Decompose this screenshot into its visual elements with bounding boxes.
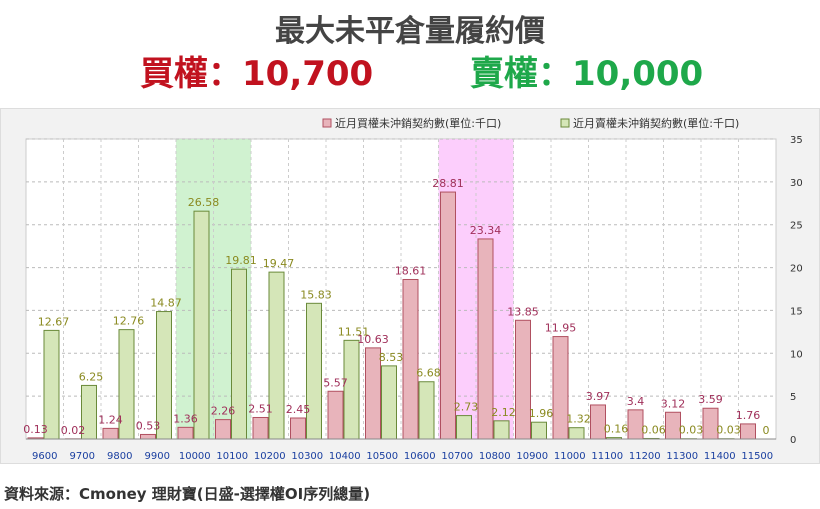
call-value-label: 13.85 — [507, 305, 539, 318]
put-value-label: 12.76 — [113, 315, 145, 328]
put-value-label: 6.68 — [416, 367, 441, 380]
call-value-label: 10.63 — [357, 333, 389, 346]
call-value-label: 0.02 — [61, 424, 86, 437]
call-value-label: 2.26 — [211, 405, 236, 418]
put-value-label: 8.53 — [379, 351, 404, 364]
legend-call-label: 近月買權未沖銷契約數(單位:千口) — [335, 116, 501, 130]
x-tick-label: 10900 — [516, 451, 548, 462]
put-value-label: 2.12 — [491, 406, 516, 419]
put-bar — [306, 302, 322, 440]
call-value-label: 1.24 — [98, 413, 123, 426]
x-tick-label: 11500 — [741, 451, 773, 462]
call-value-label: 2.45 — [286, 403, 311, 416]
x-tick-label: 10800 — [479, 451, 511, 462]
call-value-label: 18.61 — [395, 264, 427, 277]
put-value-label: 14.87 — [150, 297, 182, 310]
x-tick-label: 11400 — [704, 451, 736, 462]
x-tick-label: 11000 — [554, 451, 586, 462]
x-tick-label: 10500 — [366, 451, 398, 462]
put-value-label: 1.96 — [529, 407, 554, 420]
x-tick-label: 9700 — [70, 451, 95, 462]
call-bar — [402, 278, 419, 440]
call-bar — [290, 417, 306, 440]
call-value-label: 3.12 — [661, 397, 686, 410]
x-tick-label: 11200 — [629, 451, 661, 462]
y-tick-label: 35 — [790, 135, 803, 146]
put-bar — [456, 415, 472, 440]
x-tick-label: 10700 — [441, 451, 473, 462]
put-value-label: 0.03 — [679, 424, 704, 437]
call-value-label: 0.13 — [23, 423, 48, 436]
put-bar — [381, 365, 397, 440]
x-tick-label: 11100 — [591, 451, 623, 462]
put-bar — [193, 210, 210, 440]
put-max-oi-headline: 賣權：10,000 — [470, 54, 704, 94]
x-tick-label: 10400 — [329, 451, 361, 462]
x-tick-label: 11300 — [666, 451, 698, 462]
legend-put-label: 近月賣權未沖銷契約數(單位:千口) — [573, 116, 739, 130]
put-bar — [343, 339, 360, 440]
put-value-label: 26.58 — [188, 196, 220, 209]
call-value-label: 3.97 — [586, 390, 611, 403]
call-value-label: 5.57 — [323, 376, 348, 389]
call-value-label: 3.4 — [627, 395, 645, 408]
call-max-oi-headline: 買權：10,700 — [140, 54, 374, 94]
call-value-label: 23.34 — [470, 224, 502, 237]
call-bar — [327, 390, 344, 440]
put-value-label: 11.51 — [338, 325, 370, 338]
call-value-label: 2.51 — [248, 402, 273, 415]
call-bar — [252, 416, 269, 440]
x-tick-label: 10600 — [404, 451, 436, 462]
legend-call-swatch — [322, 118, 332, 128]
y-tick-label: 20 — [790, 264, 803, 275]
put-value-label: 6.25 — [79, 370, 104, 383]
call-value-label: 3.59 — [698, 393, 723, 406]
call-bar — [102, 427, 119, 440]
y-tick-label: 15 — [790, 306, 803, 317]
x-tick-label: 10200 — [254, 451, 286, 462]
y-tick-label: 10 — [790, 349, 803, 360]
put-bar — [418, 381, 435, 440]
chart-container: 0 5 10 15 20 25 30 35 0.13 12.67 9600 0.02 6.25 9700 1… — [0, 108, 820, 464]
x-tick-label: 9800 — [107, 451, 132, 462]
call-bar — [740, 423, 756, 440]
x-tick-label: 9600 — [32, 451, 57, 462]
y-tick-label: 0 — [790, 435, 796, 446]
put-value-label: 1.32 — [566, 413, 591, 426]
call-value-label: 1.36 — [173, 412, 198, 425]
call-value-label: 28.81 — [432, 177, 464, 190]
put-bar — [531, 421, 547, 440]
y-tick-label: 5 — [790, 392, 796, 403]
put-value-label: 19.81 — [225, 254, 257, 267]
put-value-label: 15.83 — [300, 288, 332, 301]
y-tick-label: 30 — [790, 178, 803, 189]
put-value-label: 19.47 — [263, 257, 295, 270]
page-title: 最大未平倉量履約價 — [275, 14, 545, 49]
put-value-label: 12.67 — [38, 315, 70, 328]
call-value-label: 1.76 — [736, 409, 761, 422]
put-bar — [568, 427, 585, 440]
call-value-label: 0.53 — [136, 419, 161, 432]
put-value-label: 0.16 — [604, 423, 629, 436]
put-bar — [493, 420, 510, 440]
put-value-label: 0 — [763, 424, 770, 437]
put-value-label: 2.73 — [454, 401, 479, 414]
call-bar — [515, 319, 531, 440]
call-value-label: 11.95 — [545, 322, 577, 335]
source-note: 資料來源：Cmoney 理財寶(日盛-選擇權OI序列總量) — [4, 485, 371, 503]
y-tick-label: 25 — [790, 221, 803, 232]
legend-put-swatch — [560, 118, 570, 128]
x-tick-label: 10300 — [291, 451, 323, 462]
put-value-label: 0.03 — [716, 424, 741, 437]
x-tick-label: 9900 — [145, 451, 170, 462]
call-bar — [215, 419, 231, 440]
x-tick-label: 10100 — [216, 451, 248, 462]
call-bar — [177, 426, 194, 440]
oi-bar-chart: 0 5 10 15 20 25 30 35 0.13 12.67 9600 0.02 6.25 9700 1… — [23, 116, 803, 462]
put-value-label: 0.06 — [641, 423, 666, 436]
call-bar — [140, 433, 156, 440]
x-tick-label: 10000 — [179, 451, 211, 462]
